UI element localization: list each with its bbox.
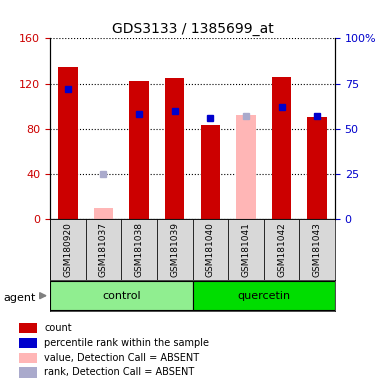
Text: agent: agent <box>4 293 36 303</box>
Bar <box>307 118 327 219</box>
Bar <box>272 77 291 219</box>
Bar <box>264 219 300 280</box>
Text: GSM181040: GSM181040 <box>206 222 215 277</box>
Text: GSM181041: GSM181041 <box>241 222 250 277</box>
Bar <box>85 219 121 280</box>
Bar <box>192 219 228 280</box>
Bar <box>192 281 335 310</box>
Text: GSM181037: GSM181037 <box>99 222 108 277</box>
Text: count: count <box>44 323 72 333</box>
Text: rank, Detection Call = ABSENT: rank, Detection Call = ABSENT <box>44 367 194 377</box>
Bar <box>165 78 184 219</box>
Text: GSM181039: GSM181039 <box>170 222 179 277</box>
Bar <box>300 219 335 280</box>
Text: GSM181038: GSM181038 <box>135 222 144 277</box>
Bar <box>58 66 78 219</box>
Text: GSM181042: GSM181042 <box>277 222 286 277</box>
Bar <box>94 208 113 219</box>
Bar <box>201 125 220 219</box>
Bar <box>50 219 85 280</box>
Bar <box>19 353 37 363</box>
Text: percentile rank within the sample: percentile rank within the sample <box>44 338 209 348</box>
Title: GDS3133 / 1385699_at: GDS3133 / 1385699_at <box>112 22 273 36</box>
Bar <box>228 219 264 280</box>
Bar <box>157 219 192 280</box>
Text: quercetin: quercetin <box>237 291 290 301</box>
Bar <box>129 81 149 219</box>
Text: GSM181043: GSM181043 <box>313 222 321 277</box>
Text: GSM180920: GSM180920 <box>64 222 72 277</box>
Bar <box>19 367 37 378</box>
Bar <box>50 281 192 310</box>
Text: control: control <box>102 291 141 301</box>
Bar <box>19 323 37 333</box>
Text: value, Detection Call = ABSENT: value, Detection Call = ABSENT <box>44 353 199 363</box>
Bar <box>121 219 157 280</box>
Bar <box>19 338 37 348</box>
Bar <box>236 115 256 219</box>
